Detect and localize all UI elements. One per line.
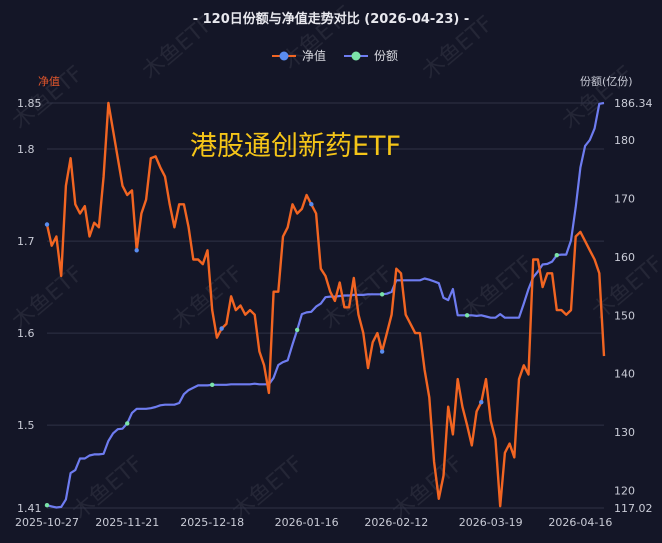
left-tick-label: 1.6 [17, 327, 35, 340]
share-point [554, 252, 559, 258]
right-tick-label: 170 [614, 192, 635, 205]
right-tick-label: 120 [614, 485, 635, 498]
left-axis-ticks: 1.85 1.8 1.7 1.6 1.5 1.41 [17, 97, 42, 515]
share-series-line [46, 101, 605, 509]
watermark-text: 木鱼ETF [388, 451, 468, 524]
left-tick-label: 1.7 [17, 235, 35, 248]
x-tick-label: 2026-01-16 [275, 516, 339, 529]
share-point [379, 292, 385, 297]
left-tick-label: 1.8 [17, 143, 35, 156]
legend-share-label: 份额 [374, 49, 398, 63]
nav-point [479, 399, 484, 405]
watermark-text: 木鱼ETF [68, 451, 148, 524]
x-tick-label: 2025-12-18 [180, 516, 244, 529]
x-tick-label: 2026-03-19 [459, 516, 523, 529]
share-point [44, 502, 50, 508]
nav-point [309, 202, 314, 207]
right-tick-label: 160 [614, 251, 635, 264]
right-axis-name: 份额(亿份) [580, 75, 633, 88]
right-tick-label: 140 [614, 368, 635, 381]
legend-item-share[interactable]: 份额 [344, 49, 398, 63]
nav-point [44, 222, 50, 227]
x-tick-label: 2025-10-27 [15, 516, 79, 529]
gridlines [47, 102, 604, 509]
left-axis-name: 净值 [38, 74, 60, 88]
right-tick-label: 186.34 [614, 97, 653, 110]
share-point [210, 382, 215, 388]
nav-point [134, 248, 139, 253]
right-tick-label: 130 [614, 426, 635, 439]
x-tick-label: 2026-02-12 [364, 516, 428, 529]
nav-point [219, 326, 224, 331]
share-point [464, 313, 470, 318]
watermark-text: 木鱼ETF [318, 261, 398, 334]
legend-nav-dot [279, 51, 289, 61]
nav-point [379, 349, 385, 354]
left-tick-label: 1.5 [17, 419, 35, 432]
legend-nav-label: 净值 [302, 48, 326, 63]
fund-name-overlay: 港股通创新药ETF [190, 131, 401, 162]
watermark-text: 木鱼ETF [8, 261, 88, 334]
watermark-text: 木鱼ETF [168, 261, 248, 334]
watermark-text: 木鱼ETF [228, 451, 308, 524]
left-tick-label: 1.41 [17, 502, 42, 515]
legend: 净值 份额 [272, 48, 398, 63]
right-axis-ticks: 186.34 180 170 160 150 140 130 120 117.02 [614, 97, 653, 515]
x-tick-label: 2026-04-16 [548, 516, 612, 529]
legend-item-nav[interactable]: 净值 [272, 48, 326, 63]
right-tick-label: 150 [614, 309, 635, 322]
series-markers [44, 202, 559, 508]
share-point [125, 421, 130, 426]
x-axis-ticks: 2025-10-27 2025-11-21 2025-12-18 2026-01-16… [15, 516, 612, 529]
right-tick-label: 117.02 [614, 502, 653, 515]
watermark-text: 木鱼ETF [458, 251, 538, 324]
chart-title: - 120日份额与净值走势对比 (2026-04-23) - [193, 11, 470, 27]
nav-series-line [45, 101, 606, 508]
share-point [294, 327, 300, 333]
legend-share-dot [351, 51, 361, 61]
x-tick-label: 2025-11-21 [95, 516, 159, 529]
left-tick-label: 1.85 [17, 97, 42, 110]
right-tick-label: 180 [614, 134, 635, 147]
